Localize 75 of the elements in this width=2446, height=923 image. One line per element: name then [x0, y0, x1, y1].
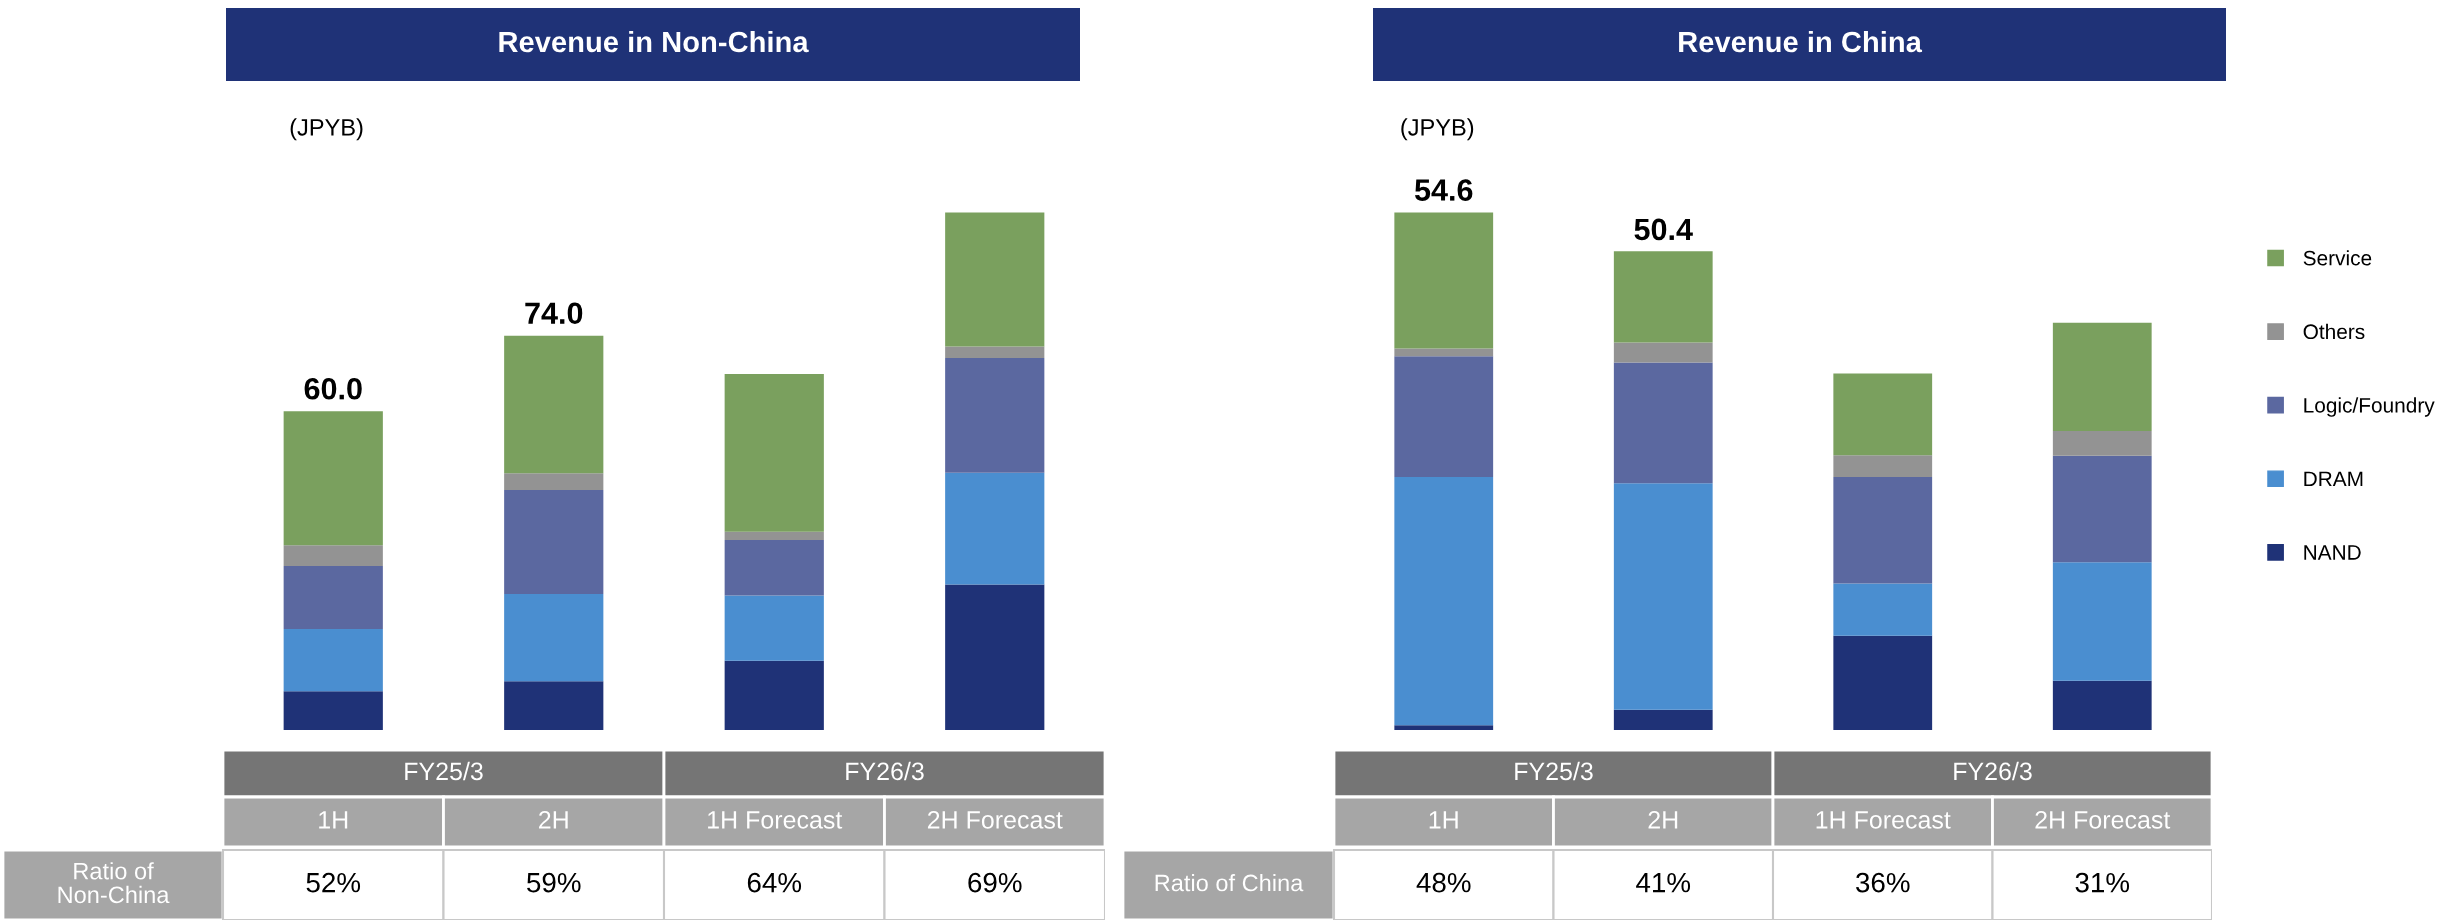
- y-axis-title: (JPYB): [290, 118, 363, 141]
- text: 41%: [1636, 872, 1691, 893]
- bar: [2052, 322, 2152, 431]
- bar: [945, 212, 1045, 347]
- text: 69%: [968, 872, 1022, 893]
- bar: [1613, 483, 1713, 710]
- x-tick-label: 2H: [539, 811, 568, 829]
- chart-title: Revenue in China: [1679, 30, 1923, 53]
- text: FY26/3: [1954, 761, 2032, 781]
- annotation: 74.0: [525, 302, 583, 325]
- bar: [1613, 709, 1713, 730]
- legend-label: DRAM: [2304, 471, 2363, 487]
- bar: [724, 373, 824, 532]
- chart-title: Revenue in Non-China: [499, 30, 809, 53]
- bar: [504, 593, 604, 682]
- text: FY26/3: [846, 761, 924, 781]
- x-tick-label: 1H Forecast: [1816, 811, 1951, 829]
- annotation: 60.0: [304, 377, 362, 400]
- bar: [504, 681, 604, 730]
- bar: [2052, 430, 2152, 456]
- bar: [1394, 348, 1494, 357]
- bar: [504, 335, 604, 474]
- bar: [283, 565, 383, 630]
- bar: [2052, 455, 2152, 563]
- bar: [283, 411, 383, 546]
- bar: [724, 540, 824, 596]
- text: 52%: [306, 872, 361, 893]
- annotation: 50.4: [1634, 218, 1693, 241]
- text: Ratio of China: [1155, 873, 1304, 892]
- text: FY25/3: [405, 761, 483, 781]
- bar: [1394, 476, 1494, 726]
- bar: [945, 584, 1045, 730]
- text: 31%: [2075, 872, 2130, 893]
- bar: [283, 691, 383, 730]
- legend-label: NAND: [2304, 545, 2361, 560]
- bar: [1394, 725, 1494, 730]
- bar: [945, 357, 1045, 473]
- bar: [1833, 476, 1933, 584]
- x-tick-label: 1H: [1429, 811, 1458, 829]
- bar: [945, 472, 1045, 585]
- bar: [1833, 455, 1933, 477]
- bar: [1833, 583, 1933, 636]
- bar: [724, 531, 824, 541]
- bar: [283, 629, 383, 692]
- x-tick-label: 1H: [319, 811, 348, 829]
- bar: [504, 489, 604, 594]
- bar: [2052, 562, 2152, 681]
- bar: [1613, 251, 1713, 343]
- text: 64%: [747, 872, 802, 893]
- text: Ratio of Non-China: [58, 862, 170, 904]
- bar: [283, 545, 383, 566]
- x-tick-label: 2H Forecast: [2035, 811, 2171, 829]
- bar: [1833, 635, 1933, 730]
- bar: [1613, 362, 1713, 484]
- legend-label: Service: [2303, 250, 2372, 266]
- text: 59%: [527, 872, 581, 893]
- x-tick-label: 2H Forecast: [927, 811, 1063, 829]
- bar: [1394, 356, 1494, 477]
- bar: [724, 660, 824, 730]
- x-tick-label: 1H Forecast: [708, 811, 843, 829]
- text: 48%: [1416, 872, 1471, 893]
- bar: [945, 346, 1045, 358]
- bar: [1833, 373, 1933, 456]
- bar: [1613, 342, 1713, 363]
- x-tick-label: 2H: [1648, 811, 1678, 829]
- legend-label: Others: [2303, 323, 2365, 340]
- y-axis-title: (JPYB): [1401, 118, 1474, 141]
- legend-label: Logic/Foundry: [2304, 397, 2435, 417]
- bar: [1394, 212, 1494, 349]
- text: FY25/3: [1515, 761, 1593, 781]
- bar: [724, 595, 824, 661]
- text: 36%: [1856, 872, 1910, 893]
- bar: [504, 473, 604, 490]
- bar: [2052, 680, 2152, 730]
- annotation: 54.6: [1414, 179, 1473, 201]
